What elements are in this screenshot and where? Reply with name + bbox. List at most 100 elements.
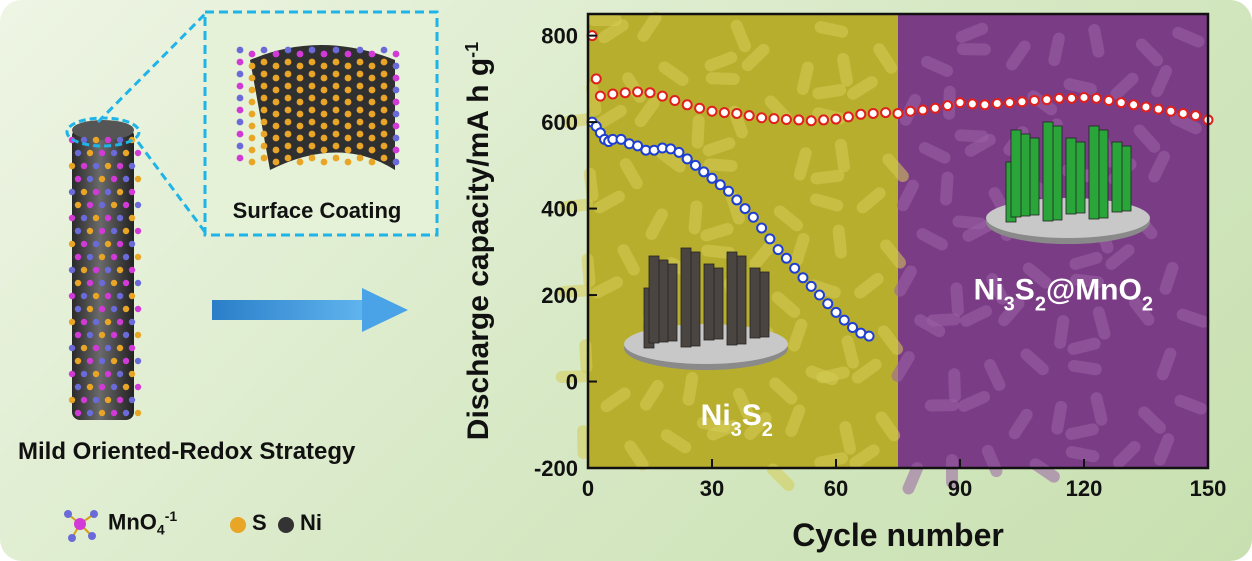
series-0-point-29 (929, 102, 941, 114)
series-0-point-42 (1090, 92, 1102, 104)
series-0-point-43 (1103, 94, 1115, 106)
series-0-point-20 (818, 114, 830, 126)
process-arrow (212, 288, 408, 332)
series-1-point-32 (830, 306, 842, 318)
series-0-point-49 (1177, 107, 1189, 119)
series-1-point-8 (632, 140, 644, 152)
series-0-point-37 (1028, 94, 1040, 106)
nickel-atom-icon (278, 517, 294, 533)
x-tick-label-5: 150 (1190, 476, 1227, 501)
legend-ni-label: Ni (300, 510, 322, 535)
plot-frame (586, 12, 1210, 470)
series-1-point-17 (706, 172, 718, 184)
series-0-point-3 (607, 88, 619, 100)
series-0-point-48 (1165, 105, 1177, 117)
series-0-point-16 (768, 113, 780, 125)
y-tick-label-4: 600 (541, 110, 578, 135)
series-1-point-30 (813, 289, 825, 301)
series-0-point-40 (1066, 92, 1078, 104)
series-0-point-6 (644, 87, 656, 99)
series-1-point-25 (772, 244, 784, 256)
series-0-point-34 (991, 98, 1003, 110)
y-axis-label: Discharge capacity/mA h g-1 (462, 42, 495, 440)
x-tick-label-0: 0 (582, 476, 594, 501)
y-tick-label-0: -200 (534, 456, 578, 481)
left-illustration (64, 10, 439, 542)
series-0-point-25 (880, 107, 892, 119)
series-1-point-6 (615, 133, 627, 145)
series-1-point-13 (673, 146, 685, 158)
mno4-molecule-icon (64, 510, 98, 542)
series-0-point-19 (805, 115, 817, 127)
series-1-point-19 (723, 185, 735, 197)
series-0-point-10 (694, 102, 706, 114)
series-1-point-29 (805, 280, 817, 292)
series-0-point-36 (1016, 96, 1028, 108)
legend-s-label: S (252, 510, 267, 535)
series-1-point-16 (698, 166, 710, 178)
series-0-point-21 (830, 113, 842, 125)
series-0-point-32 (966, 98, 978, 110)
y-tick-label-3: 400 (541, 197, 578, 222)
series-0-point-26 (892, 107, 904, 119)
series-0-point-4 (619, 87, 631, 99)
series-0-point-18 (793, 114, 805, 126)
series-0-point-33 (979, 99, 991, 111)
series-0-point-12 (718, 107, 730, 119)
series-0-point-31 (954, 97, 966, 109)
y-tick-label-1: 0 (566, 370, 578, 395)
x-tick-label-2: 60 (824, 476, 848, 501)
legend-ni: Ni (300, 510, 322, 536)
series-0-point-11 (706, 105, 718, 117)
series-0-point-9 (681, 99, 693, 111)
series-1-point-21 (739, 203, 751, 215)
series-0-point-8 (669, 94, 681, 106)
series-0-point-13 (731, 107, 743, 119)
chart-labels: Ni3S2 Ni3S2@MnO2 (701, 273, 1153, 440)
series-0-point-14 (743, 110, 755, 122)
series-0-point-39 (1053, 92, 1065, 104)
series-1-point-31 (822, 298, 834, 310)
series-0-point-27 (904, 105, 916, 117)
series-0-point-7 (656, 90, 668, 102)
series-0-point-17 (780, 114, 792, 126)
legend-mno4-sup: -1 (164, 508, 178, 524)
series-0-point-23 (855, 108, 867, 120)
x-tick-label-3: 90 (948, 476, 972, 501)
series-1-point-15 (689, 159, 701, 171)
series-0-point-24 (867, 107, 879, 119)
x-tick-label-4: 120 (1066, 476, 1103, 501)
series-1-point-22 (747, 211, 759, 223)
series-0-point-35 (1004, 97, 1016, 109)
chart-series (586, 30, 1214, 342)
series-0-point-46 (1140, 101, 1152, 113)
series-label-0: Ni3S2 (701, 399, 773, 441)
series-label-1: Ni3S2@MnO2 (974, 273, 1153, 315)
series-0-point-30 (942, 100, 954, 112)
series-0-point-47 (1152, 103, 1164, 115)
coated-nanorod (68, 120, 142, 420)
series-1-point-28 (797, 272, 809, 284)
series-0-point-38 (1041, 94, 1053, 106)
series-0-point-5 (632, 86, 644, 98)
inset-caption: Surface Coating (232, 198, 402, 223)
series-0-point-44 (1115, 97, 1127, 109)
series-1-point-26 (780, 252, 792, 264)
series-1-point-36 (863, 330, 875, 342)
legend-mno4: MnO4-1 (108, 508, 177, 538)
series-1-point-18 (714, 179, 726, 191)
series-0-point-41 (1078, 91, 1090, 103)
series-0-point-22 (842, 111, 854, 123)
legend-mno4-label: MnO (108, 509, 157, 535)
x-axis-label: Cycle number (792, 517, 1004, 553)
series-1-point-33 (838, 314, 850, 326)
rod-array-illustrations (624, 121, 1150, 370)
series-0-point-45 (1128, 99, 1140, 111)
series-0-point-15 (756, 112, 768, 124)
series-1-point-34 (847, 321, 859, 333)
series-1-point-27 (789, 262, 801, 274)
series-0-point-28 (917, 104, 929, 116)
